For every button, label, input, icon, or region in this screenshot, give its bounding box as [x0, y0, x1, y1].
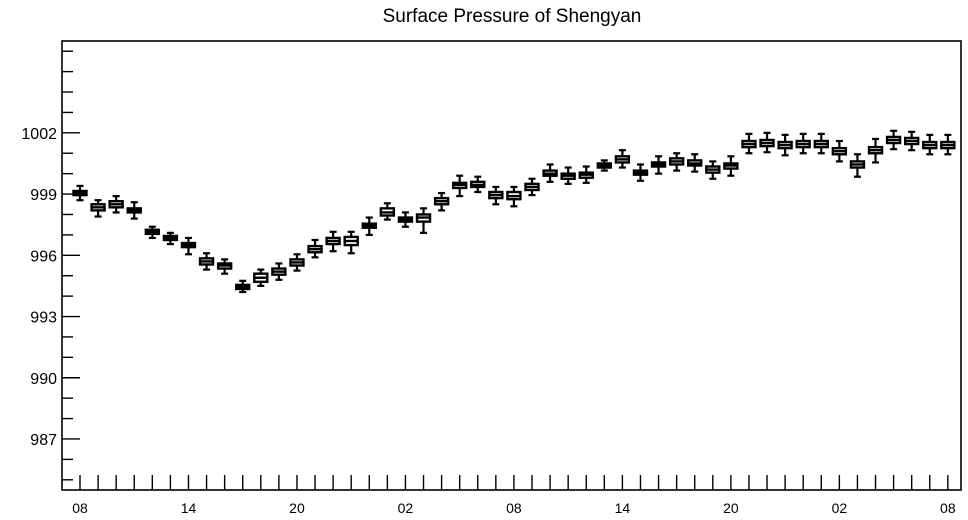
x-axis: 08 14 20 02 08 14 20 02 08 — [72, 475, 956, 516]
chart-title: Surface Pressure of Shengyan — [383, 6, 642, 27]
x-tick-label: 02 — [398, 500, 414, 516]
x-tick-label: 08 — [506, 500, 522, 516]
box-plot — [831, 139, 848, 163]
box-plot — [596, 159, 613, 172]
box-plot — [940, 133, 956, 156]
y-tick-label: 993 — [30, 310, 57, 327]
box-plot — [542, 163, 558, 183]
box-plot — [506, 185, 522, 208]
box-plot — [849, 153, 866, 178]
box-plot — [795, 132, 811, 155]
box-plot — [379, 202, 396, 221]
box-plot — [723, 155, 739, 177]
box-plot — [198, 252, 215, 271]
box-plot — [813, 132, 829, 155]
box-plot — [759, 131, 775, 154]
x-tick-label: 20 — [289, 500, 305, 516]
box-plot — [361, 216, 377, 236]
box-plot — [614, 149, 631, 169]
box-plot — [108, 195, 124, 214]
box-plot — [922, 133, 938, 156]
y-axis: 987 990 993 996 999 1002 — [21, 50, 80, 481]
box-plot — [687, 153, 703, 173]
box-plot — [253, 268, 269, 288]
box-plot — [307, 238, 323, 259]
box-plot — [668, 152, 685, 172]
box-plot — [741, 132, 757, 155]
y-tick-label: 990 — [30, 371, 57, 388]
box-plot — [271, 262, 287, 281]
x-tick-label: 02 — [832, 500, 848, 516]
y-tick-label: 1002 — [21, 126, 57, 143]
box-plot — [632, 163, 649, 182]
x-tick-label: 08 — [940, 500, 956, 516]
x-tick-label: 20 — [723, 500, 739, 516]
box-plot — [415, 207, 432, 234]
box-plot — [343, 230, 359, 255]
box-plot — [289, 253, 305, 272]
box-plot — [90, 199, 106, 218]
box-plot — [470, 175, 486, 194]
box-plot — [433, 191, 450, 212]
plot-frame — [61, 40, 962, 491]
x-tick-label: 08 — [72, 500, 88, 516]
box-plot — [144, 225, 161, 240]
box-plot — [162, 231, 179, 246]
box-plot — [885, 129, 902, 151]
box-plot — [777, 133, 793, 157]
x-tick-label: 14 — [615, 500, 631, 516]
box-plot — [903, 130, 920, 152]
y-tick-label: 996 — [30, 248, 57, 265]
box-plot — [180, 236, 197, 256]
box-plot — [126, 201, 142, 220]
box-plot — [578, 165, 594, 184]
x-tick-label: 14 — [181, 500, 197, 516]
box-plot — [705, 160, 721, 180]
box-plot — [451, 174, 468, 198]
box-plot — [867, 137, 884, 164]
box-plot — [72, 184, 88, 202]
box-series — [72, 129, 956, 294]
box-plot — [325, 230, 341, 253]
y-tick-label: 999 — [30, 187, 57, 204]
box-plot — [560, 166, 576, 185]
box-plot — [488, 185, 504, 206]
box-plot — [216, 258, 233, 275]
box-plot — [397, 211, 414, 228]
box-plot — [650, 155, 667, 175]
y-tick-label: 987 — [30, 432, 57, 449]
box-plot — [524, 177, 540, 197]
box-plot — [235, 279, 251, 294]
